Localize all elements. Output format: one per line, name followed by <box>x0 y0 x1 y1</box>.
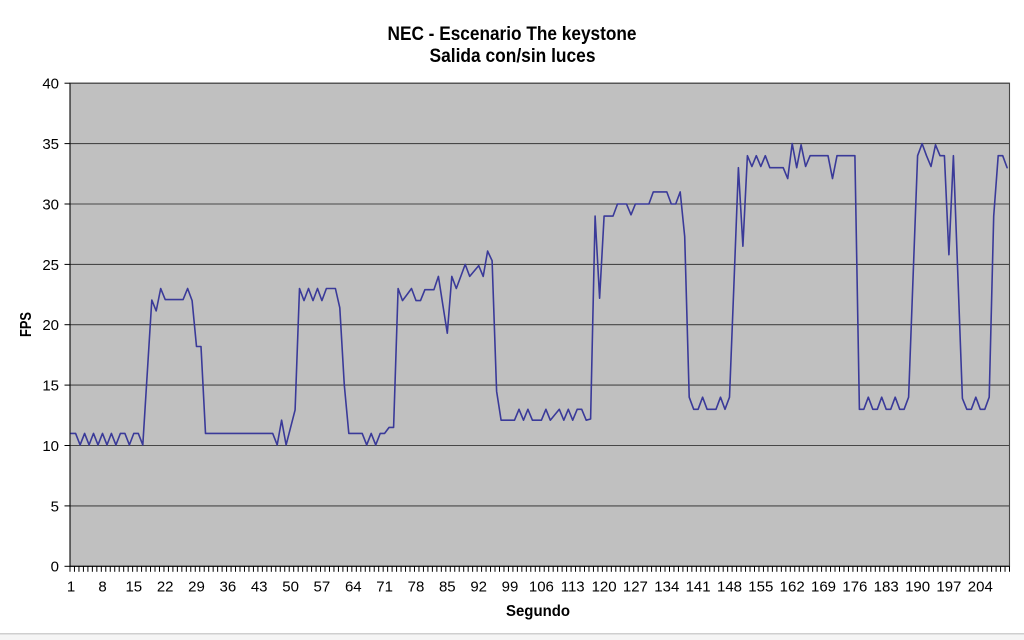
svg-text:15: 15 <box>42 378 59 395</box>
svg-text:15: 15 <box>125 579 142 596</box>
svg-text:Segundo: Segundo <box>506 603 570 620</box>
svg-text:155: 155 <box>748 579 773 596</box>
svg-text:10: 10 <box>42 438 59 455</box>
svg-text:78: 78 <box>408 579 425 596</box>
svg-text:Salida con/sin luces: Salida con/sin luces <box>430 46 596 67</box>
svg-text:5: 5 <box>51 498 59 515</box>
svg-text:183: 183 <box>874 579 899 596</box>
svg-text:113: 113 <box>561 579 585 596</box>
svg-text:40: 40 <box>42 76 59 93</box>
svg-text:92: 92 <box>470 579 487 596</box>
svg-text:120: 120 <box>592 579 617 596</box>
svg-text:20: 20 <box>42 317 59 334</box>
svg-text:162: 162 <box>780 579 805 596</box>
svg-text:8: 8 <box>98 579 106 596</box>
svg-text:99: 99 <box>502 579 519 596</box>
svg-text:190: 190 <box>905 579 930 596</box>
svg-text:64: 64 <box>345 579 362 596</box>
svg-text:43: 43 <box>251 579 268 596</box>
svg-text:127: 127 <box>623 579 648 596</box>
svg-text:NEC - Escenario The keystone: NEC - Escenario The keystone <box>388 24 637 45</box>
svg-text:71: 71 <box>376 579 393 596</box>
svg-text:148: 148 <box>717 579 742 596</box>
svg-text:29: 29 <box>188 579 205 596</box>
svg-text:169: 169 <box>811 579 836 596</box>
svg-text:106: 106 <box>529 579 554 596</box>
svg-text:36: 36 <box>220 579 237 596</box>
svg-text:134: 134 <box>654 579 679 596</box>
svg-text:FPS: FPS <box>18 312 35 337</box>
svg-text:141: 141 <box>686 579 711 596</box>
svg-text:197: 197 <box>936 579 961 596</box>
svg-text:57: 57 <box>314 579 331 596</box>
svg-text:204: 204 <box>968 579 993 596</box>
svg-text:50: 50 <box>282 579 299 596</box>
svg-text:0: 0 <box>51 559 59 576</box>
svg-text:1: 1 <box>67 579 75 596</box>
svg-text:30: 30 <box>42 196 59 213</box>
svg-text:85: 85 <box>439 579 456 596</box>
svg-text:22: 22 <box>157 579 174 596</box>
svg-text:35: 35 <box>42 136 59 153</box>
svg-text:25: 25 <box>42 257 59 274</box>
svg-text:176: 176 <box>842 579 867 596</box>
